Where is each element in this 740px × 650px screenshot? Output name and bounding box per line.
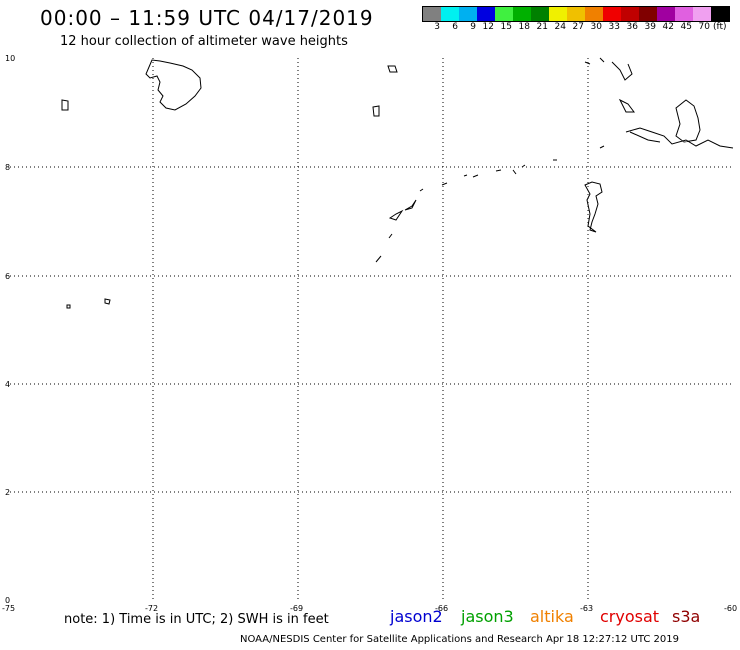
legend-label: 6	[452, 22, 458, 32]
legend-label: 70	[698, 22, 710, 32]
legend-label: 36	[626, 22, 638, 32]
legend-swatch	[477, 7, 495, 21]
legend-label: 15	[500, 22, 512, 32]
legend-swatch	[657, 7, 675, 21]
y-tick-label: 4	[5, 380, 10, 389]
y-tick-label: 6	[5, 272, 10, 281]
legend-label: 9	[470, 22, 476, 32]
legend-swatch	[531, 7, 549, 21]
x-tick-label: -72	[145, 604, 158, 613]
legend-swatch	[621, 7, 639, 21]
legend-label: 30	[590, 22, 602, 32]
legend-swatch	[585, 7, 603, 21]
x-tick-label: -69	[290, 604, 303, 613]
map-grid	[10, 58, 733, 600]
x-axis-ticks: -75 -72 -69 -66 -63 -60	[2, 604, 737, 613]
x-tick-label: -60	[724, 604, 737, 613]
legend-label: 12	[482, 22, 494, 32]
coastline-west	[145, 59, 202, 111]
satellite-label: altika	[530, 607, 574, 626]
color-legend-bar	[422, 6, 730, 22]
satellite-label: cryosat	[600, 607, 660, 626]
island	[372, 105, 380, 117]
legend-label: 45	[680, 22, 692, 32]
x-tick-label: -63	[580, 604, 593, 613]
y-tick-label: 8	[5, 163, 10, 172]
legend-unit: (ft)	[713, 22, 727, 32]
x-tick-label: -66	[435, 604, 448, 613]
y-axis-ticks: 10 8 6 4 2 0	[5, 54, 15, 605]
legend-swatch	[495, 7, 513, 21]
legend-swatch	[567, 7, 585, 21]
footer-credit: NOAA/NESDIS Center for Satellite Applica…	[240, 634, 679, 645]
coastline-east-island	[584, 181, 603, 233]
y-tick-label: 10	[5, 54, 15, 63]
legend-swatch	[513, 7, 531, 21]
legend-swatch	[459, 7, 477, 21]
legend-swatch	[423, 7, 441, 21]
note-text: note: 1) Time is in UTC; 2) SWH is in fe…	[64, 612, 329, 627]
coastline-northeast	[584, 57, 734, 149]
map-subtitle: 12 hour collection of altimeter wave hei…	[60, 34, 348, 49]
y-tick-label: 2	[5, 488, 10, 497]
legend-swatch	[441, 7, 459, 21]
legend-label: 18	[518, 22, 530, 32]
satellite-label: jason2	[390, 607, 443, 626]
legend-swatch	[549, 7, 567, 21]
legend-swatch	[603, 7, 621, 21]
legend-label: 39	[644, 22, 656, 32]
satellite-label: jason3	[461, 607, 514, 626]
island	[104, 298, 111, 305]
legend-label: 3	[434, 22, 440, 32]
y-tick-label: 0	[5, 596, 10, 605]
island	[61, 99, 69, 111]
legend-swatch	[639, 7, 657, 21]
legend-label: 42	[662, 22, 674, 32]
coastlines	[61, 57, 734, 309]
legend-label: 27	[572, 22, 584, 32]
color-legend-labels: 3 6 9 12 15 18 21 24 27 30 33 36 39 42 45 70	[422, 22, 710, 32]
legend-label: 21	[536, 22, 548, 32]
island-chain	[375, 159, 557, 263]
legend-swatch	[711, 7, 729, 21]
island	[387, 65, 398, 73]
legend-label: 24	[554, 22, 566, 32]
x-tick-label: -75	[2, 604, 15, 613]
legend-label: 33	[608, 22, 620, 32]
island	[66, 304, 71, 309]
map-title: 00:00 – 11:59 UTC 04/17/2019	[40, 6, 374, 30]
satellite-label: s3a	[672, 607, 701, 626]
legend-swatch	[675, 7, 693, 21]
legend-swatch	[693, 7, 711, 21]
